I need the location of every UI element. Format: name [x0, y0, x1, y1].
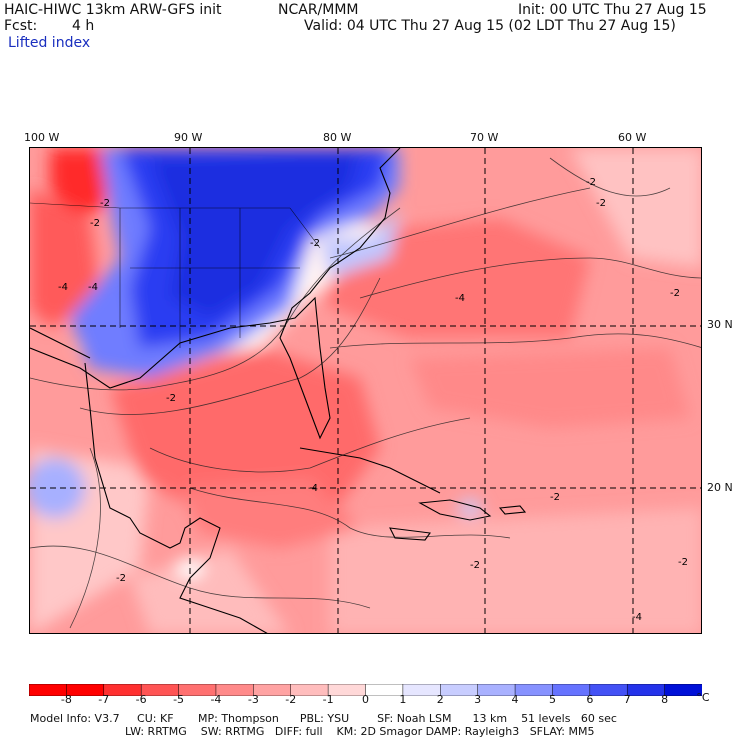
field-name: Lifted index [8, 35, 91, 51]
color-scale-bin [327, 683, 367, 697]
color-scale-tick-label: 4 [511, 693, 519, 706]
lifted-index-map: -2 -2 -2 -4 -4 -2 -2 -2 -4 -4 -2 -4 -2 -… [29, 147, 702, 634]
color-scale-bin [402, 683, 442, 697]
lon-label-70w: 70 W [470, 131, 499, 144]
contour-label: -2 [678, 557, 688, 568]
contour-label: -4 [88, 282, 98, 293]
color-scale-tick-label: 7 [623, 693, 631, 706]
valid-time: Valid: 04 UTC Thu 27 Aug 15 (02 LDT Thu … [304, 18, 676, 34]
model-title: HAIC-HIWC 13km ARW-GFS init [4, 2, 222, 18]
lat-label-20n: 20 N [707, 481, 733, 494]
contour-label: -2 [100, 198, 110, 209]
color-scale-tick-label: -6 [135, 693, 147, 706]
lon-label-90w: 90 W [174, 131, 203, 144]
color-scale-tick-label: 3 [474, 693, 482, 706]
model-info-line2: LW: RRTMG SW: RRTMG DIFF: full KM: 2D Sm… [125, 725, 595, 738]
contour-label: -2 [586, 177, 596, 188]
model-info-line1: Model Info: V3.7 CU: KF MP: Thompson PBL… [30, 712, 617, 725]
lon-label-100w: 100 W [24, 131, 60, 144]
color-scale-bin [514, 683, 554, 697]
color-scale-tick-label: -8 [60, 693, 72, 706]
color-scale-tick-label: 1 [399, 693, 407, 706]
contour-label: -2 [310, 238, 320, 249]
color-scale-bar [28, 681, 703, 697]
color-scale-tick-label: -5 [173, 693, 185, 706]
contour-label: -2 [90, 218, 100, 229]
contour-label: -2 [166, 393, 176, 404]
contour-label: -4 [632, 612, 642, 623]
state-borders [30, 202, 321, 348]
contour-label: -2 [596, 198, 606, 209]
contour-label: -4 [308, 483, 318, 494]
color-scale-tick-label: 2 [436, 693, 444, 706]
color-scale-tick-label: 0 [362, 693, 369, 706]
shading-layer [30, 148, 701, 633]
lon-label-60w: 60 W [618, 131, 647, 144]
contour-label: -2 [670, 288, 680, 299]
contour-label: -2 [550, 492, 560, 503]
contour-label: -4 [455, 293, 465, 304]
color-scale-tick-label: 5 [548, 693, 556, 706]
org-label: NCAR/MMM [278, 2, 359, 18]
color-scale-unit: °C [696, 691, 710, 704]
contour-label: -2 [470, 560, 480, 571]
color-scale-tick-label: 6 [586, 693, 594, 706]
color-scale-bin [365, 683, 404, 697]
color-scale-tick-label: -2 [285, 693, 297, 706]
forecast-label: Fcst: [4, 18, 38, 34]
color-scale-bin [477, 683, 516, 697]
contour-label: -2 [116, 573, 126, 584]
lon-label-80w: 80 W [323, 131, 352, 144]
color-scale-tick-label: -4 [210, 693, 222, 706]
color-scale-tick-label: -1 [322, 693, 334, 706]
color-scale-bin [440, 683, 479, 697]
latlon-grid [30, 148, 701, 633]
color-scale-svg [28, 683, 703, 697]
color-scale-tick-label: 8 [661, 693, 669, 706]
color-scale-bin [626, 683, 666, 697]
map-canvas: -2 -2 -2 -4 -4 -2 -2 -2 -4 -4 -2 -4 -2 -… [30, 148, 701, 633]
contour-lines [30, 157, 701, 629]
color-scale-tick-label: -3 [247, 693, 259, 706]
forecast-hour: 4 h [72, 18, 95, 34]
contour-label: -4 [58, 282, 68, 293]
color-scale-bin [589, 683, 628, 697]
color-scale-bin [552, 683, 591, 697]
init-time: Init: 00 UTC Thu 27 Aug 15 [518, 2, 707, 18]
color-scale-tick-label: -7 [98, 693, 110, 706]
lat-label-30n: 30 N [707, 318, 733, 331]
